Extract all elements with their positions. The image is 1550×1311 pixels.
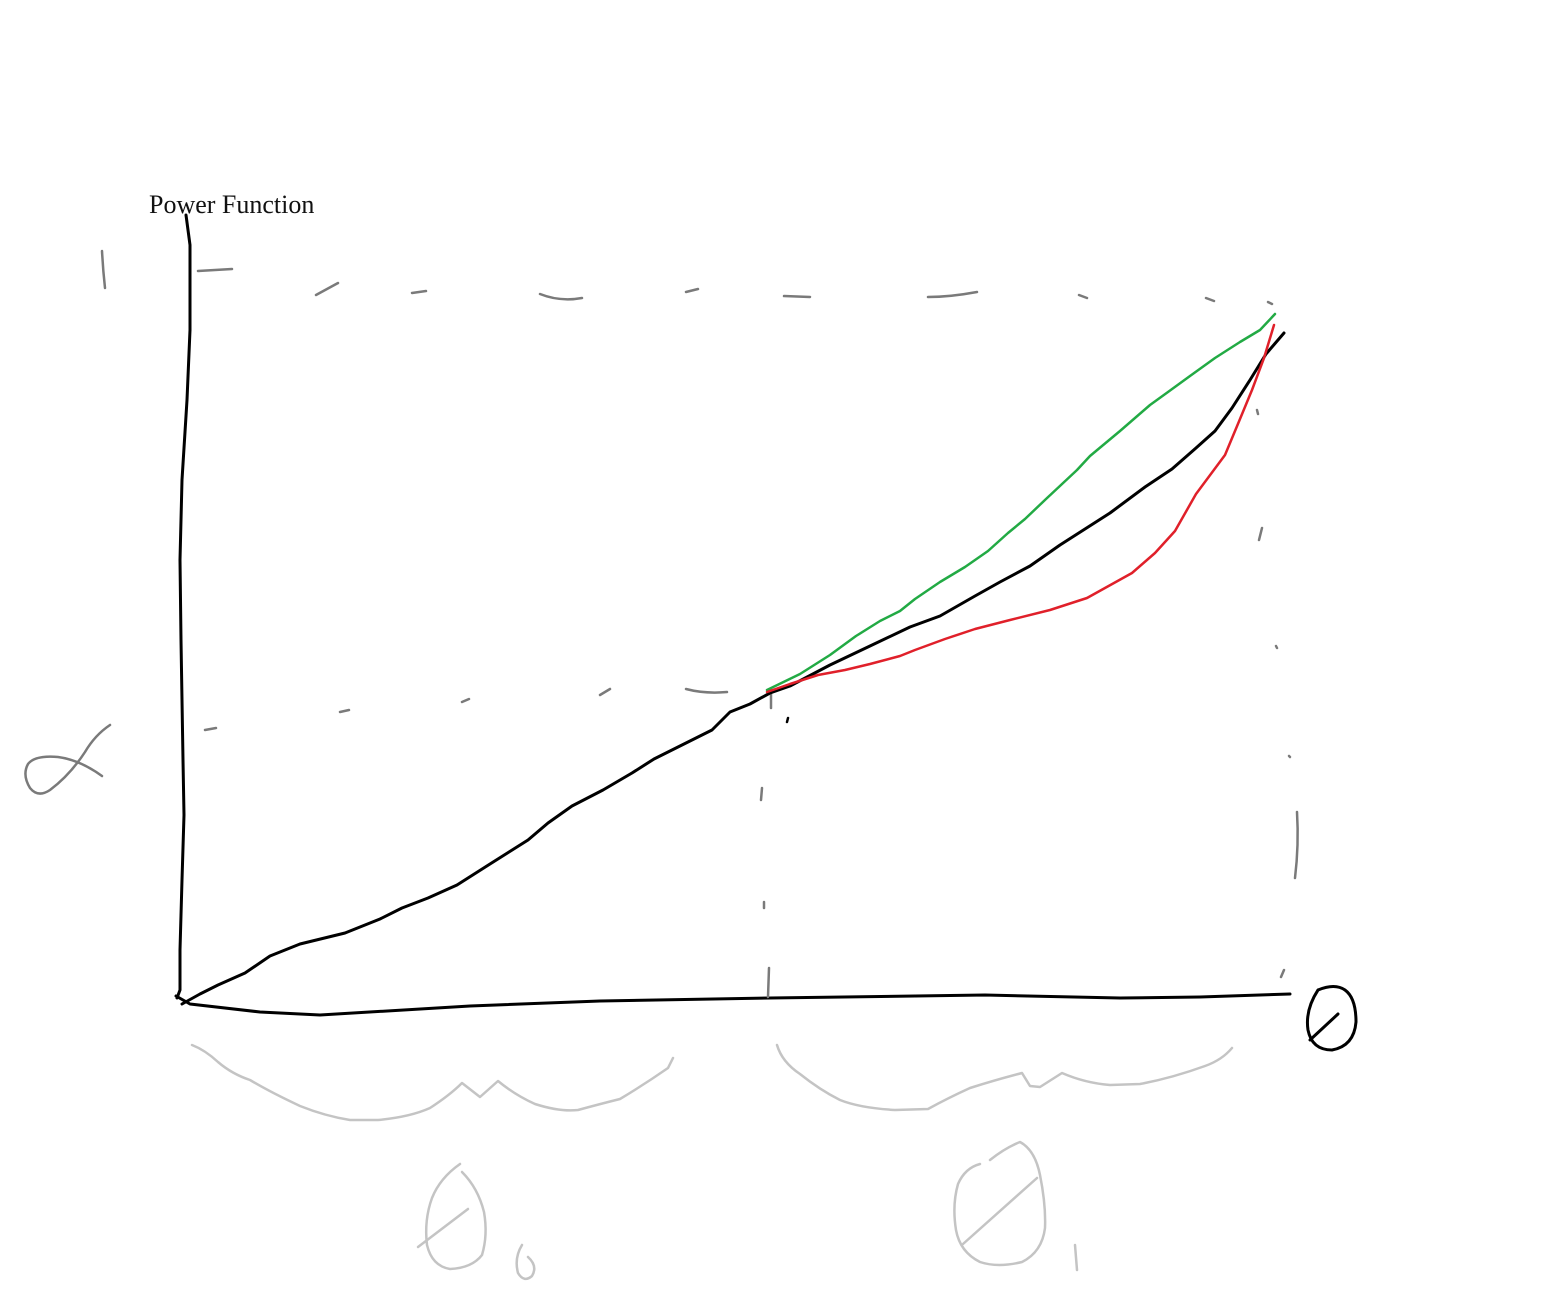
green-power-curve (765, 312, 1277, 692)
alpha-dashed-guide (203, 687, 729, 732)
right-dashed-guide (1255, 408, 1299, 979)
brace-theta1-region (775, 1043, 1234, 1112)
handwritten-theta1-label (953, 1140, 1079, 1272)
black-power-curve (180, 331, 1286, 1006)
ink-dot (785, 716, 790, 724)
handwritten-theta0-label (416, 1162, 536, 1281)
red-power-curve (765, 323, 1276, 694)
diagram-title: Power Function (149, 190, 315, 219)
handwritten-one-mark (100, 249, 107, 290)
x-axis (174, 992, 1292, 1017)
top-dashed-guide (196, 267, 1274, 306)
brace-theta0-region (190, 1043, 675, 1122)
theta0-dashed-guide (759, 688, 773, 999)
handwritten-alpha (24, 723, 112, 795)
handwritten-theta-axis-label (1306, 985, 1358, 1052)
y-axis (175, 213, 192, 1000)
